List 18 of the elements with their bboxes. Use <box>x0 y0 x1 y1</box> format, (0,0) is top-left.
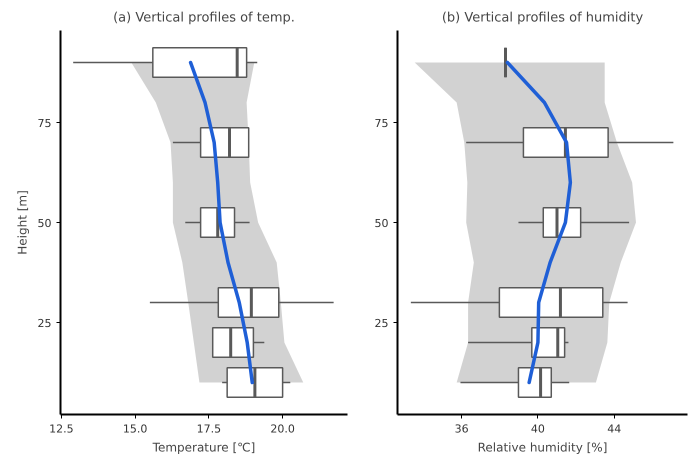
y-tick-label: 75 <box>38 117 52 130</box>
x-axis-title: Temperature [℃] <box>152 440 256 454</box>
y-axis-title: Height [m] <box>16 190 30 255</box>
x-tick-label: 17.5 <box>196 422 222 436</box>
x-tick-label: 44 <box>607 422 622 436</box>
x-tick-label: 40 <box>530 422 545 436</box>
x-tick-label: 20.0 <box>270 422 295 436</box>
y-tick-label: 50 <box>374 217 389 230</box>
y-tick-label: 25 <box>374 317 389 330</box>
y-tick-label: 25 <box>38 317 52 330</box>
chart-title: (b) Vertical profiles of humidity <box>442 10 644 26</box>
y-tick-label: 75 <box>374 117 389 130</box>
x-tick-label: 15.0 <box>122 422 148 436</box>
x-tick-label: 36 <box>454 422 469 436</box>
y-tick-label: 50 <box>38 217 52 230</box>
x-axis-title: Relative humidity [%] <box>478 440 608 454</box>
x-tick-label: 12.5 <box>49 422 74 436</box>
chart-title: (a) Vertical profiles of temp. <box>113 10 295 26</box>
